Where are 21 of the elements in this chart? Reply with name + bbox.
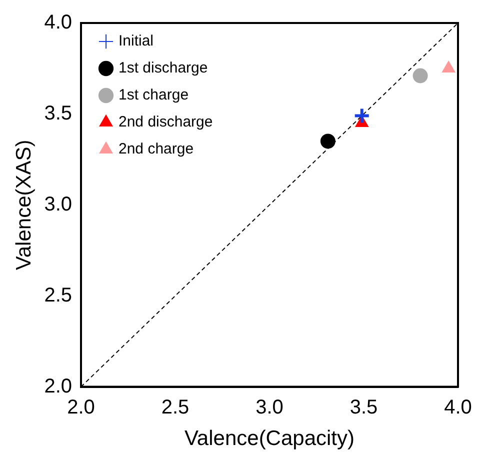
legend-label: 2nd discharge: [118, 114, 213, 131]
legend-label: 2nd charge: [118, 140, 194, 158]
y-tick-label: 3.5: [44, 102, 72, 124]
y-axis-title: Valence(XAS): [12, 140, 36, 270]
y-tick-label: 2.0: [44, 375, 72, 398]
point: [442, 60, 456, 72]
point: [353, 107, 370, 124]
x-tick-label: 3.5: [350, 396, 378, 418]
legend-label: 1st discharge: [118, 60, 208, 77]
x-tick-label: 2.5: [161, 396, 190, 418]
point: [320, 134, 336, 149]
point: [412, 68, 428, 84]
legend-label: 1st charge: [118, 86, 189, 104]
x-tick-label: 4.0: [444, 396, 472, 418]
x-tick-label: 2.0: [67, 396, 95, 418]
x-tick-label: 3.0: [256, 396, 284, 418]
y-tick-label: 4.0: [44, 12, 72, 34]
x-axis-title: Valence(Capacity): [184, 427, 355, 450]
legend-label: Initial: [118, 32, 154, 50]
y-tick-label: 3.0: [44, 193, 72, 216]
y-tick-label: 2.5: [44, 284, 72, 306]
